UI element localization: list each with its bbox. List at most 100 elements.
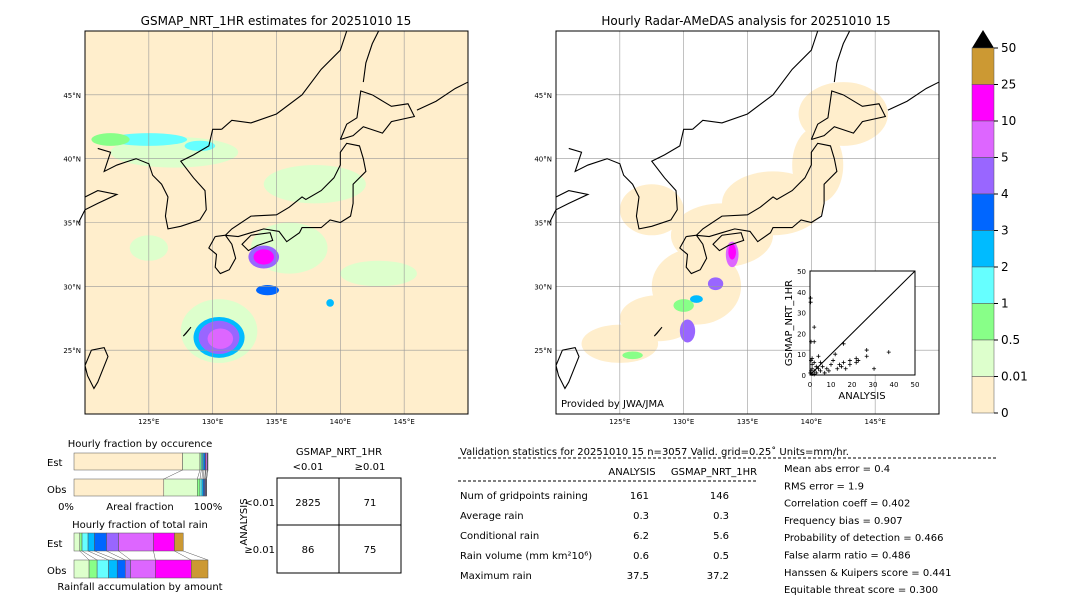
stacked-bar-segment [106,532,119,552]
rain-est-label: Est [47,539,63,550]
rain-area [707,277,724,291]
scatter-x-tick: 30 [869,381,878,389]
right-map-title: Hourly Radar-AMeDAS analysis for 2025101… [601,14,890,28]
colorbar-label: 5 [1001,151,1009,165]
coastline [568,128,693,230]
stacked-bar-segment [125,559,131,579]
scatter-point [810,371,815,376]
table-col-1: ≥0.01 [355,462,386,473]
scatter-point [822,370,827,375]
left-map: 45°N 40°N 35°N 30°N 25°N 125°E 130°E 135°E 140°E… [63,30,469,426]
scatter-point [864,348,869,353]
score-line: Correlation coeff = 0.402 [784,499,910,510]
stats-row-label: Num of gridpoints raining [460,491,588,502]
coastline [653,326,663,337]
coastline [416,81,469,111]
stacked-bar-segment [94,532,107,552]
coastline [339,90,416,141]
lon-tick-label: 145°E [865,418,886,426]
scatter-x-tick: 20 [848,381,857,389]
stacked-bar-segment [73,452,183,471]
stacked-bar-segment [81,532,89,552]
stats-col-analysis: ANALYSIS [608,467,655,478]
table-cell: 86 [302,545,315,556]
stacked-bar-segment [73,478,165,497]
connector-line [153,550,156,561]
stats-row-label: Average rain [460,511,524,522]
scatter-point [839,364,844,369]
coastline [362,30,380,83]
table-cell: 71 [364,498,377,509]
stats-row-label: Conditional rain [460,531,539,542]
stacked-bar-segment [108,559,118,579]
connector-line [206,469,209,480]
scatter-point [831,358,836,363]
coastline [97,128,222,230]
lat-tick-label: 25°N [63,347,81,355]
table-cell: 2825 [295,498,320,509]
scatter-point [814,364,819,369]
rain-bars [73,532,209,579]
scatter-inset: 00 10 10 20 20 30 30 40 40 50 50 [797,268,919,389]
score-line: Probability of detection = 0.466 [784,533,943,544]
coastline [78,190,119,223]
colorbar-label: 1 [1001,297,1009,311]
scatter-ylabel: GSMAP_NRT_1HR [784,280,795,366]
colorbar-label: 50 [1001,41,1016,55]
occurrence-title: Hourly fraction by occurence [68,439,212,450]
score-line: Mean abs error = 0.4 [784,464,890,475]
rain-area [91,133,130,146]
colorbar-segment [971,157,995,195]
scatter-point [816,354,821,359]
stacked-bar-segment [153,532,175,552]
stacked-bar-segment [130,559,156,579]
scatter-point [812,325,817,330]
colorbar-label: 3 [1001,224,1009,238]
connector-line [197,469,201,480]
scatter-y-tick: 50 [797,268,806,276]
connector-line [79,550,90,561]
stats-gsmap-value: 0.5 [713,551,729,562]
coastline [679,234,708,275]
rain-area [798,82,888,146]
rain-area [184,140,216,152]
rain-area [207,328,234,349]
colorbar-label: 0.5 [1001,333,1020,347]
stacked-bar-segment [88,559,98,579]
stats-row-label: Rain volume (mm km²10⁶) [460,551,592,562]
stacked-bar-segment [96,559,109,579]
connector-line [205,469,208,480]
lon-tick-label: 125°E [609,418,630,426]
colorbar-segment [971,84,995,122]
scatter-point [810,356,815,361]
scatter-point [864,354,869,359]
coastline [549,190,590,223]
lon-tick-label: 135°E [266,418,287,426]
scatter-y-tick: 10 [797,351,806,359]
stacked-bar-segment [207,452,209,471]
scatter-point [812,360,817,365]
scatter-point [814,370,819,375]
score-line: RMS error = 1.9 [784,481,864,492]
table-cell: 75 [364,545,377,556]
scatter-point [810,362,815,367]
lat-tick-label: 40°N [534,156,552,164]
rain-title: Hourly fraction of total rain [72,520,208,531]
coastline [182,326,192,337]
scatter-point [854,356,859,361]
lon-tick-label: 145°E [394,418,415,426]
colorbar-label: 0.01 [1001,370,1028,384]
connector-line [87,550,109,561]
colorbar-segment [971,193,995,231]
scatter-point [820,364,825,369]
scatter-point [833,352,838,357]
colorbar-segment [971,230,995,268]
score-line: Hanssen & Kuipers score = 0.441 [784,568,951,579]
coastline [241,232,274,252]
rain-area [253,249,274,265]
lon-tick-label: 125°E [138,418,159,426]
scatter-y-tick: 30 [797,310,806,318]
stacked-bar-segment [182,452,201,471]
occ-est-label: Est [47,458,63,469]
